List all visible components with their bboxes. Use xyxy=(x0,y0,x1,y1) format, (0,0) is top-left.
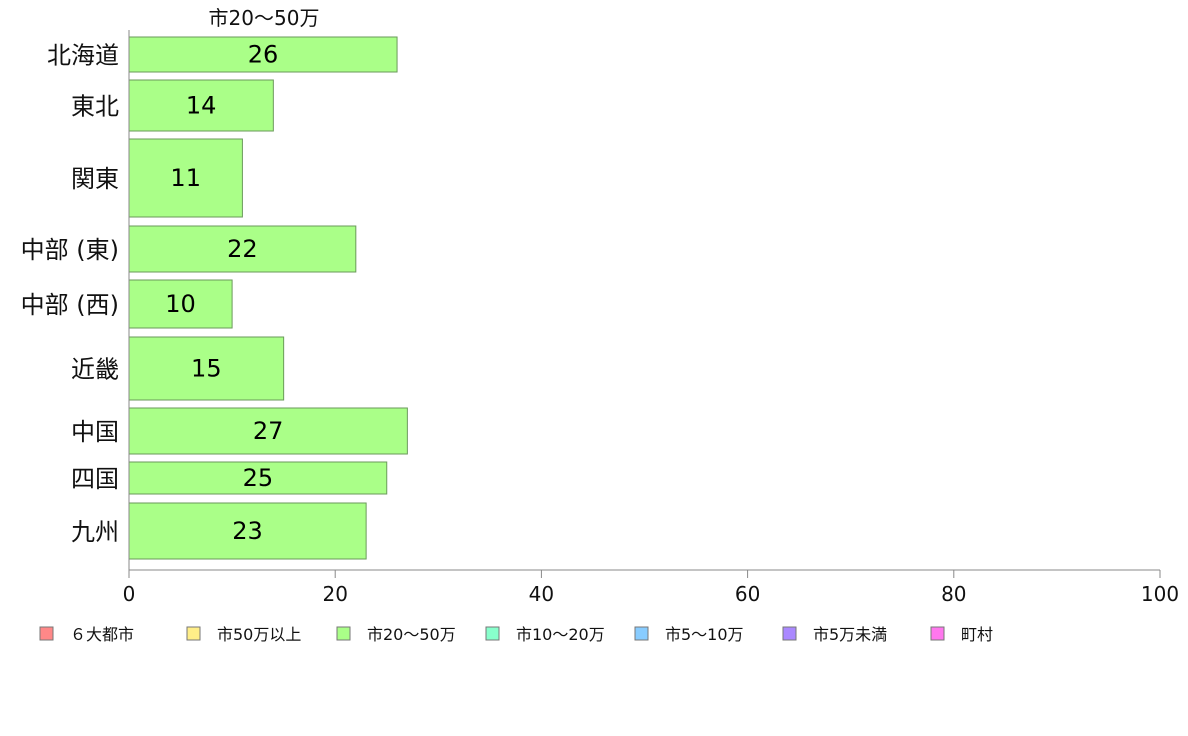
category-label: 中部 (東) xyxy=(21,236,119,264)
bar-value-label: 11 xyxy=(170,164,201,192)
x-axis: 0 20 40 60 80 100 xyxy=(123,30,1179,606)
x-tick-label: 80 xyxy=(941,582,966,606)
category-label: 四国 xyxy=(71,465,119,493)
bar-value-label: 23 xyxy=(232,517,263,545)
x-tick-label: 20 xyxy=(322,582,347,606)
bar-6 xyxy=(128,336,285,401)
legend-swatch xyxy=(485,626,500,641)
category-label: 近畿 xyxy=(71,356,119,384)
bar-value-label: 14 xyxy=(186,92,217,120)
x-tick-label: 60 xyxy=(735,582,760,606)
legend-label: 市5〜10万 xyxy=(665,625,744,644)
x-tick-label: 40 xyxy=(529,582,554,606)
bar-5 xyxy=(128,279,233,329)
category-label: 中国 xyxy=(71,418,119,446)
bar-value-label: 27 xyxy=(253,417,284,445)
category-label: 九州 xyxy=(71,518,119,546)
legend-swatch xyxy=(930,626,945,641)
bar-1 xyxy=(128,36,398,73)
category-label: 関東 xyxy=(71,165,119,193)
legend-swatch xyxy=(39,626,54,641)
legend-swatch xyxy=(782,626,797,641)
legend-swatch xyxy=(634,626,649,641)
legend-label: 市10〜20万 xyxy=(516,625,605,644)
bar-7 xyxy=(128,407,408,455)
bar-value-label: 10 xyxy=(165,290,196,318)
legend-swatch xyxy=(336,626,351,641)
x-tick-label: 0 xyxy=(123,582,136,606)
legend-label: 市5万未満 xyxy=(813,625,887,644)
legend-label: 町村 xyxy=(961,625,993,644)
legend-label: 市20〜50万 xyxy=(367,625,456,644)
bar-value-label: 25 xyxy=(243,464,274,492)
legend-label: ６大都市 xyxy=(70,625,134,644)
bars-group: 26 14 11 22 10 15 27 25 23 xyxy=(128,36,408,560)
category-label: 北海道 xyxy=(47,42,119,70)
bar-value-label: 15 xyxy=(191,355,222,383)
bar-2 xyxy=(128,79,274,132)
bar-4 xyxy=(128,225,357,273)
legend-label: 市50万以上 xyxy=(217,625,301,644)
chart-title: 市20〜50万 xyxy=(209,6,320,30)
bar-3 xyxy=(128,138,243,218)
legend: ６大都市 市50万以上 市20〜50万 市10〜20万 市5〜10万 市5万未満 町村 xyxy=(39,625,993,644)
bar-value-label: 26 xyxy=(248,41,279,69)
bar-value-label: 22 xyxy=(227,235,258,263)
category-label: 東北 xyxy=(71,93,119,121)
category-label: 中部 (西) xyxy=(21,291,119,319)
legend-swatch xyxy=(186,626,201,641)
x-tick-label: 100 xyxy=(1141,582,1179,606)
